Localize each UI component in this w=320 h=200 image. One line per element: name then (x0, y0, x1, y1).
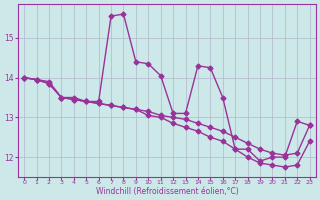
X-axis label: Windchill (Refroidissement éolien,°C): Windchill (Refroidissement éolien,°C) (96, 187, 238, 196)
